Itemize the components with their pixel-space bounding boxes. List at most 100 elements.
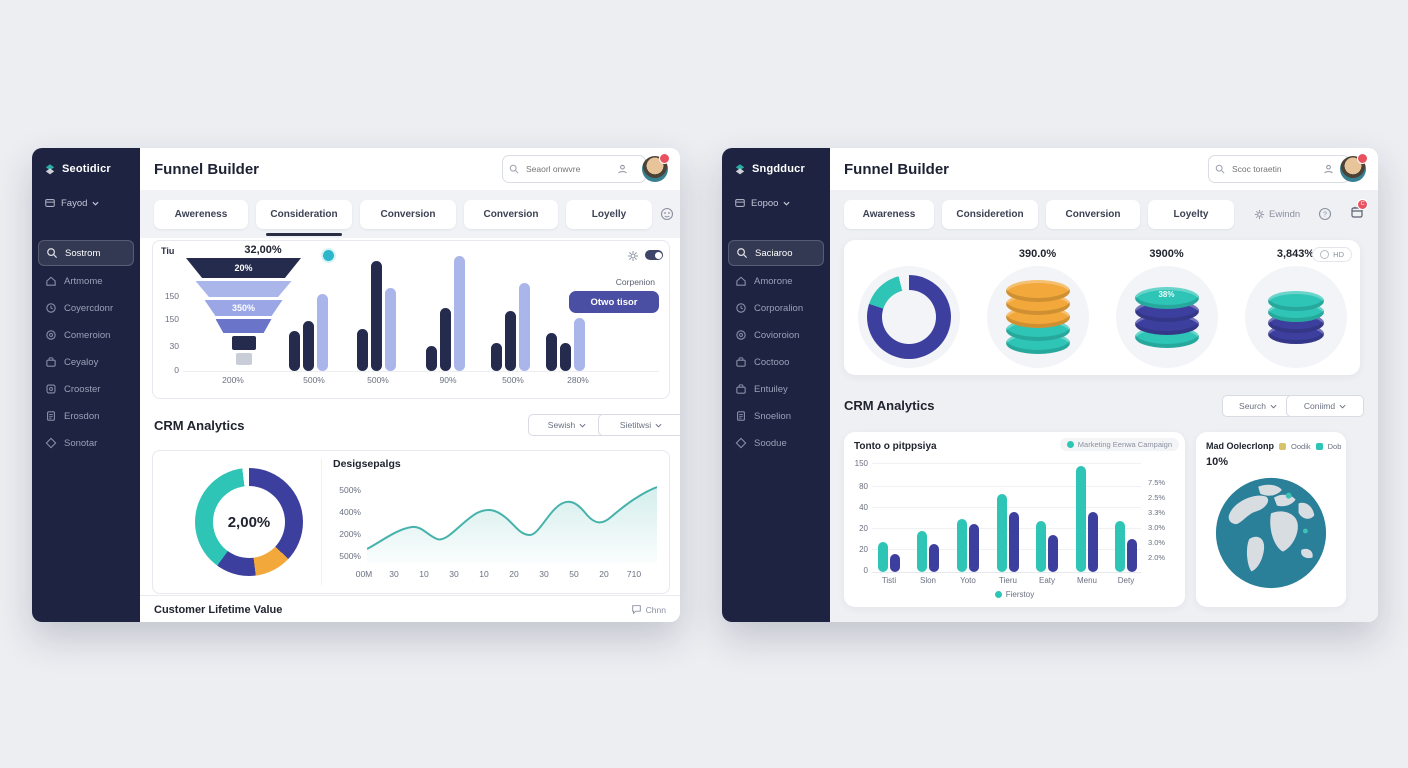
bar (1127, 539, 1137, 572)
tab-conversion-2[interactable]: Conversion (464, 199, 558, 229)
tab-loyelty[interactable]: Loyelty (1148, 199, 1234, 229)
sidebar-item-coctooo[interactable]: Coctooo (728, 350, 824, 374)
sidebar-item-label: Sostrom (65, 247, 101, 259)
search-input[interactable] (524, 163, 612, 175)
right-dashboard-window: Sngdducr Eopoo Saciaroo Amorone Corporalio… (722, 148, 1378, 622)
avatar[interactable] (642, 153, 670, 182)
sidebar-item-snoelion[interactable]: Snoelion (728, 404, 824, 428)
kpi-stat (849, 248, 969, 368)
left-logo[interactable]: Seotidicr (32, 148, 140, 175)
page-title: Funnel Builder (154, 160, 259, 178)
x-tick: 90% (439, 375, 457, 385)
sidebar-item-sonotar[interactable]: Sonotar (38, 431, 134, 455)
settings-control[interactable]: Ewindn (1254, 209, 1300, 220)
sidebar-item-soodue[interactable]: Soodue (728, 431, 824, 455)
kpi-value-label: 390.0% (1018, 248, 1057, 260)
briefcase-icon (46, 357, 56, 367)
sidebar-item-comeroion[interactable]: Comeroion (38, 323, 134, 347)
right-logo[interactable]: Sngdducr (722, 148, 830, 175)
tab-awereness[interactable]: Awereness (154, 199, 248, 229)
bar-chart-title: Tonto o pitppsiya (854, 441, 937, 452)
bar-pair (957, 519, 979, 572)
search-icon (737, 248, 748, 259)
tab-consideration[interactable]: Consideration (256, 199, 352, 236)
funnel-action-button[interactable]: Otwo tisor (569, 291, 659, 313)
calendar-control[interactable]: C (1350, 198, 1369, 224)
crm-filter-1[interactable]: Seurch (1222, 395, 1294, 417)
sidebar-item-sostrom[interactable]: Sostrom (38, 240, 134, 266)
gridline (872, 486, 1141, 487)
sidebar-item-covioroion[interactable]: Covioroion (728, 323, 824, 347)
funnel-legend-label: Corpenion (615, 277, 655, 287)
sidebar-item-erosdon[interactable]: Erosdon (38, 404, 134, 428)
search-box[interactable] (502, 155, 646, 183)
diamond-icon (45, 437, 57, 449)
y-tick: 500% (339, 485, 361, 495)
sidebar-item-entuiley[interactable]: Entuiley (728, 377, 824, 401)
sidebar-item-amorone[interactable]: Amorone (728, 269, 824, 293)
gear-icon[interactable] (627, 249, 639, 267)
sidebar-item-ceyaloy[interactable]: Ceyaloy (38, 350, 134, 374)
workspace-switcher[interactable]: Fayod (44, 197, 140, 209)
chat-icon (631, 605, 641, 615)
home-icon (46, 276, 56, 286)
bar (289, 331, 300, 371)
chevron-down-icon (783, 201, 791, 206)
help-icon[interactable]: ? (1318, 207, 1332, 221)
tab-awareness[interactable]: Awareness (844, 199, 934, 229)
sidebar-item-coyercdonr[interactable]: Coyercdonr (38, 296, 134, 320)
notification-badge (659, 153, 670, 164)
crm-filter-1[interactable]: Sewish (528, 414, 606, 436)
hd-toggle[interactable]: HD (1312, 247, 1352, 262)
footer-action[interactable]: Chnn (631, 604, 666, 615)
chart-toggle[interactable] (645, 250, 663, 260)
svg-text:?: ? (1323, 212, 1327, 219)
tab-loyelly[interactable]: Loyelly (566, 199, 652, 229)
info-dot-icon[interactable] (321, 248, 336, 263)
bar (505, 311, 516, 371)
bar (519, 283, 530, 371)
sidebar-item-label: Crooster (64, 383, 101, 395)
x-tick: 710 (626, 569, 642, 579)
bar-pair (917, 531, 939, 572)
search-input[interactable] (1230, 163, 1318, 175)
legend-dot-icon (1066, 441, 1074, 448)
right-header: Funnel Builder (830, 148, 1378, 191)
face-icon[interactable] (660, 207, 674, 221)
kpi-circle (857, 266, 960, 368)
sidebar-item-label: Sonotar (64, 437, 98, 449)
kpi-donut-chart (866, 275, 951, 359)
user-icon[interactable] (1323, 164, 1334, 175)
y-tick: 400% (339, 507, 361, 517)
sidebar-item-crooster[interactable]: Crooster (38, 377, 134, 401)
sidebar-item-artmome[interactable]: Artmome (38, 269, 134, 293)
avatar[interactable] (1340, 153, 1368, 182)
sidebar-item-saciaroo[interactable]: Saciaroo (728, 240, 824, 266)
tab-consideretion[interactable]: Consideretion (942, 199, 1038, 229)
bar (454, 256, 465, 371)
target-icon (46, 330, 56, 340)
globe-card: Mad Oolecrlonp Oodik Dob 10% (1196, 432, 1346, 607)
bar-group (289, 294, 328, 371)
y-tick: 30 (169, 341, 179, 351)
home-icon (736, 276, 746, 286)
tab-conversion-1[interactable]: Conversion (360, 199, 456, 229)
tab-conversion[interactable]: Conversion (1046, 199, 1140, 229)
search-box[interactable] (1208, 155, 1350, 183)
notification-badge (1357, 153, 1368, 164)
crm-filter-2[interactable]: Coniimd (1286, 395, 1364, 417)
crm-filter-2[interactable]: Sietitwsi (598, 414, 680, 436)
donut-chart: 2,00% (195, 468, 303, 576)
workspace-switcher[interactable]: Eopoo (734, 197, 830, 209)
sidebar-item-label: Covioroion (754, 329, 800, 341)
funnel-stage (195, 281, 292, 297)
bar (929, 544, 939, 572)
y-tick: 20 (859, 545, 868, 554)
sidebar-item-label: Ceyaloy (64, 356, 99, 368)
sidebar-item-corporalion[interactable]: Corporalion (728, 296, 824, 320)
right-main: Funnel Builder Awareness Consideretion C… (830, 148, 1378, 622)
user-icon[interactable] (617, 164, 628, 175)
workspace-icon (735, 199, 745, 207)
bar (1076, 466, 1086, 572)
